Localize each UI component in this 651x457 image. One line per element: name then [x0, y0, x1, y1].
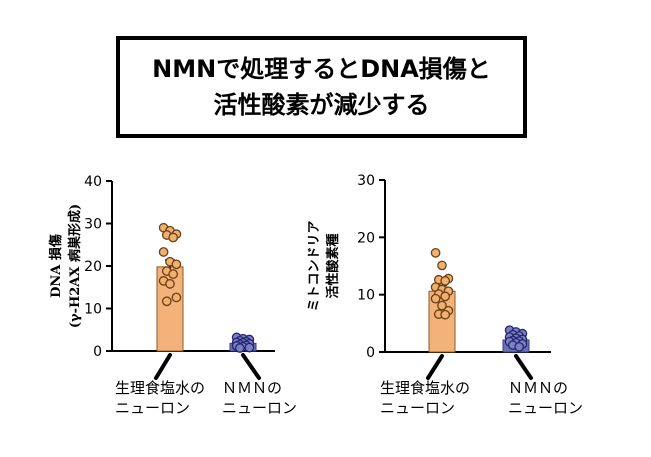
data-point-nmn: [514, 341, 525, 352]
data-point-saline: [161, 296, 172, 307]
data-point-saline: [430, 293, 441, 304]
y-tick-label: 0: [366, 345, 375, 361]
y-tick-label: 30: [357, 173, 375, 189]
y-tick-label: 10: [357, 288, 375, 304]
y-tick-label: 20: [357, 230, 375, 246]
chart-dna-damage: 0 10 20 30 40 DNA 損傷 (γ-H2AX 病巣形成): [48, 174, 275, 380]
y-axis-label-line2: (γ-H2AX 病巣形成): [67, 204, 83, 328]
data-point-saline: [430, 247, 441, 258]
data-point-saline: [440, 309, 451, 320]
chart-mito-ros: 0 10 20 30 ミトコンドリア 活性酸素種: [307, 173, 551, 380]
data-point-saline: [158, 247, 169, 257]
title-line-1: NMNで処理するとDNA損傷と: [152, 55, 491, 83]
category-label-line2: ニューロン: [380, 399, 456, 417]
chart2-category-nmn: ＮＭＮの ニューロン: [508, 378, 583, 418]
pointer-line: [426, 354, 444, 380]
chart2-category-saline: 生理食塩水の ニューロン: [380, 378, 470, 418]
data-point-saline: [440, 291, 451, 302]
chart1-category-saline: 生理食塩水の ニューロン: [115, 378, 205, 418]
category-label-line1: ＮＭＮの: [508, 379, 569, 397]
y-tick-label: 30: [84, 217, 102, 233]
y-axis-label-line1: ミトコンドリア: [307, 220, 322, 311]
y-axis-label-line2: 活性酸素種: [325, 233, 341, 298]
data-point-nmn: [244, 342, 255, 353]
data-point-saline: [168, 232, 179, 243]
chart1-category-nmn: ＮＭＮの ニューロン: [222, 378, 297, 418]
title-box: NMNで処理するとDNA損傷と 活性酸素が減少する: [116, 36, 527, 138]
data-point-saline: [440, 276, 451, 286]
data-point-saline: [437, 260, 447, 271]
data-point-saline: [168, 269, 179, 279]
data-point-saline: [171, 292, 182, 303]
category-label-line2: ニューロン: [222, 399, 298, 417]
data-point-saline: [171, 259, 182, 270]
y-tick-label: 20: [84, 259, 102, 275]
category-label-line1: 生理食塩水の: [115, 379, 206, 397]
y-tick-label: 0: [93, 344, 102, 360]
pointer-line: [514, 354, 533, 380]
category-label-line2: ニューロン: [115, 399, 191, 417]
data-point-saline: [437, 300, 447, 311]
pointer-line: [241, 353, 261, 380]
category-label-line1: 生理食塩水の: [380, 379, 471, 397]
pointer-line: [154, 353, 172, 380]
title-line-2: 活性酸素が減少する: [213, 91, 430, 119]
y-tick-label: 10: [84, 302, 102, 318]
data-point-nmn: [234, 343, 245, 353]
y-tick-label: 40: [84, 174, 102, 190]
category-label-line1: ＮＭＮの: [222, 379, 283, 397]
category-label-line2: ニューロン: [508, 399, 584, 417]
y-axis-label-line1: DNA 損傷: [48, 234, 64, 298]
data-point-saline: [165, 278, 175, 289]
